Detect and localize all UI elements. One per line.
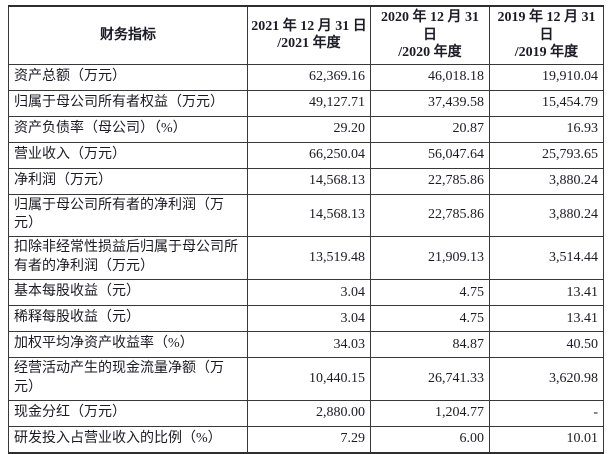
- header-period-2019: 2019 年 12 月 31 日 /2019 年度: [489, 5, 604, 65]
- value-2020: 26,741.33: [370, 357, 490, 401]
- value-2021: 3.04: [247, 279, 371, 307]
- value-2020: 22,785.86: [370, 193, 490, 238]
- value-2020: 84.87: [370, 331, 490, 359]
- value-2020: 20.87: [370, 115, 490, 143]
- header-indicator: 财务指标: [8, 5, 248, 65]
- header-period-2021: 2021 年 12 月 31 日 /2021 年度: [247, 5, 371, 65]
- header-period-2020-year: /2020 年度: [398, 45, 462, 60]
- table-row-rd-ratio: 研发投入占营业收入的比例（%） 7.29 6.00 10.01: [8, 425, 604, 454]
- value-2019: 25,793.65: [489, 141, 604, 169]
- value-2021: 2,880.00: [247, 399, 371, 427]
- header-period-2021-year: /2021 年度: [277, 36, 341, 52]
- row-label: 稀释每股收益（元）: [8, 305, 248, 333]
- table-row-total-assets: 资产总额（万元） 62,369.16 46,018.18 19,910.04: [8, 63, 604, 91]
- value-2020: 46,018.18: [370, 63, 490, 91]
- row-label: 经营活动产生的现金流量净额（万元）: [8, 357, 248, 401]
- value-2020: 21,909.13: [370, 236, 490, 281]
- value-2021: 3.04: [247, 305, 371, 333]
- value-2019: 40.50: [489, 331, 604, 359]
- value-2020: 1,204.77: [370, 399, 490, 427]
- value-2021: 13,519.48: [247, 236, 371, 281]
- row-label: 资产总额（万元）: [8, 63, 248, 91]
- table-row-debt-ratio: 资产负债率（母公司）（%） 29.20 20.87 16.93: [8, 115, 604, 143]
- header-period-2020: 2020 年 12 月 31 日 /2020 年度: [370, 5, 490, 65]
- row-label: 加权平均净资产收益率（%）: [8, 331, 248, 359]
- row-label: 扣除非经常性损益后归属于母公司所有者的净利润（万元）: [8, 236, 248, 281]
- value-2021: 34.03: [247, 331, 371, 359]
- value-2019: 16.93: [489, 115, 604, 143]
- row-label: 研发投入占营业收入的比例（%）: [8, 425, 248, 454]
- row-label: 归属于母公司所有者的净利润（万元）: [8, 193, 248, 238]
- table-row-net-profit: 净利润（万元） 14,568.13 22,785.86 3,880.24: [8, 167, 604, 195]
- header-row: 财务指标 2021 年 12 月 31 日 /2021 年度 2020 年 12…: [8, 5, 604, 65]
- value-2020: 22,785.86: [370, 167, 490, 195]
- value-2019: 10.01: [489, 425, 604, 454]
- table-row-diluted-eps: 稀释每股收益（元） 3.04 4.75 13.41: [8, 305, 604, 333]
- value-2019: 13.41: [489, 279, 604, 307]
- value-2020: 4.75: [370, 279, 490, 307]
- row-label: 归属于母公司所有者权益（万元）: [8, 89, 248, 117]
- table-row-parent-net-profit: 归属于母公司所有者的净利润（万元） 14,568.13 22,785.86 3,…: [8, 193, 604, 238]
- row-label: 净利润（万元）: [8, 167, 248, 195]
- header-period-2020-date: 2020 年 12 月 31 日: [381, 10, 479, 43]
- value-2021: 29.20: [247, 115, 371, 143]
- table-row-operating-cash-flow: 经营活动产生的现金流量净额（万元） 10,440.15 26,741.33 3,…: [8, 357, 604, 401]
- value-2021: 14,568.13: [247, 167, 371, 195]
- header-period-2021-date: 2021 年 12 月 31 日: [251, 18, 367, 34]
- row-label: 营业收入（万元）: [8, 141, 248, 169]
- value-2021: 66,250.04: [247, 141, 371, 169]
- value-2020: 37,439.58: [370, 89, 490, 117]
- table-row-basic-eps: 基本每股收益（元） 3.04 4.75 13.41: [8, 279, 604, 307]
- value-2020: 56,047.64: [370, 141, 490, 169]
- value-2019: 3,514.44: [489, 236, 604, 281]
- value-2021: 14,568.13: [247, 193, 371, 238]
- financial-indicators-table: 财务指标 2021 年 12 月 31 日 /2021 年度 2020 年 12…: [8, 5, 604, 454]
- value-2021: 10,440.15: [247, 357, 371, 401]
- value-2020: 4.75: [370, 305, 490, 333]
- table-row-deducted-net-profit: 扣除非经常性损益后归属于母公司所有者的净利润（万元） 13,519.48 21,…: [8, 236, 604, 281]
- value-2020: 6.00: [370, 425, 490, 454]
- value-2019: 13.41: [489, 305, 604, 333]
- table-row-weighted-roe: 加权平均净资产收益率（%） 34.03 84.87 40.50: [8, 331, 604, 359]
- row-label: 现金分红（万元）: [8, 399, 248, 427]
- table-row-cash-dividend: 现金分红（万元） 2,880.00 1,204.77 -: [8, 399, 604, 427]
- header-period-2019-year: /2019 年度: [514, 45, 579, 60]
- header-period-2019-date: 2019 年 12 月 31 日: [497, 10, 596, 43]
- row-label: 基本每股收益（元）: [8, 279, 248, 307]
- value-2019: 3,620.98: [489, 357, 604, 401]
- value-2021: 49,127.71: [247, 89, 371, 117]
- value-2019: 19,910.04: [489, 63, 604, 91]
- table-row-parent-equity: 归属于母公司所有者权益（万元） 49,127.71 37,439.58 15,4…: [8, 89, 604, 117]
- value-2019: 3,880.24: [489, 193, 604, 238]
- value-2021: 7.29: [247, 425, 371, 454]
- value-2019: 15,454.79: [489, 89, 604, 117]
- table-row-operating-revenue: 营业收入（万元） 66,250.04 56,047.64 25,793.65: [8, 141, 604, 169]
- value-2019: 3,880.24: [489, 167, 604, 195]
- row-label: 资产负债率（母公司）（%）: [8, 115, 248, 143]
- value-2021: 62,369.16: [247, 63, 371, 91]
- value-2019: -: [489, 399, 604, 427]
